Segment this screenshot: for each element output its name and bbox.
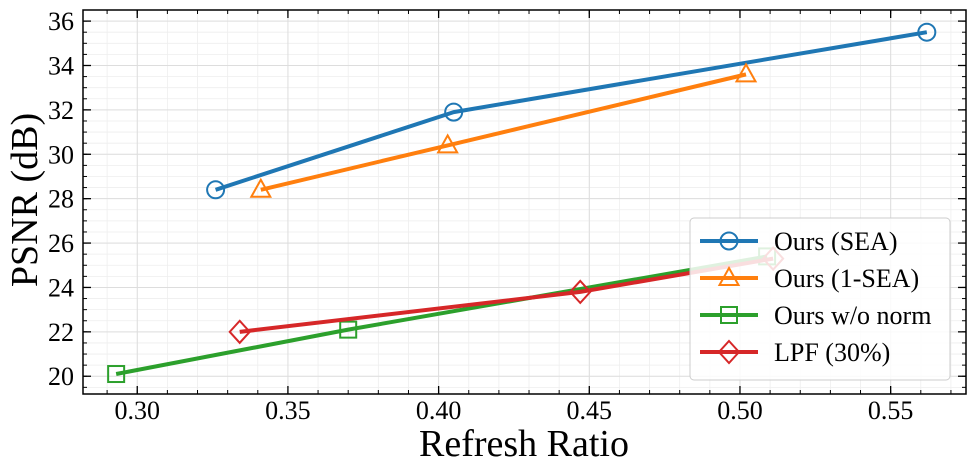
legend-label: Ours (1-SEA) xyxy=(774,264,919,293)
series-line xyxy=(214,30,928,192)
data-point-circle xyxy=(917,22,937,42)
series-line xyxy=(115,254,768,376)
y-tick-label: 20 xyxy=(48,362,74,391)
legend-swatch-marker xyxy=(717,265,741,286)
data-point-diamond xyxy=(228,319,252,345)
data-point-square xyxy=(339,320,358,339)
legend-entry: LPF (30%) xyxy=(700,338,890,367)
y-tick-label: 36 xyxy=(48,7,74,36)
data-point-triangle xyxy=(734,62,758,83)
legend-label: Ours (SEA) xyxy=(774,227,898,256)
x-tick-label: 0.35 xyxy=(265,396,311,425)
data-point-circle xyxy=(206,180,226,200)
series-0 xyxy=(206,22,937,200)
y-tick-label: 34 xyxy=(48,51,74,80)
data-point-circle xyxy=(444,102,464,122)
data-point-square xyxy=(107,365,126,384)
legend: Ours (SEA) Ours (1-SEA) Ours w/o norm LPF (… xyxy=(689,217,951,381)
series-line xyxy=(260,72,747,192)
series-1 xyxy=(249,62,758,198)
y-axis-label: PSNR (dB) xyxy=(4,113,46,287)
series-2 xyxy=(107,247,777,384)
y-tick-label: 24 xyxy=(48,273,74,302)
y-tick-label: 28 xyxy=(48,185,74,214)
x-tick-label: 0.30 xyxy=(114,396,160,425)
legend-label: LPF (30%) xyxy=(774,338,890,367)
y-tick-label: 32 xyxy=(48,96,74,125)
x-tick-label: 0.55 xyxy=(868,396,914,425)
plot-frame xyxy=(82,9,967,395)
y-tick-label: 26 xyxy=(48,229,74,258)
legend-label: Ours w/o norm xyxy=(774,301,931,330)
data-point-triangle xyxy=(249,177,273,198)
y-tick-labels: 20 22 24 26 28 30 32 34 36 xyxy=(48,7,74,391)
series-layer xyxy=(107,22,937,384)
x-tick-label: 0.50 xyxy=(717,396,763,425)
x-axis-label: Refresh Ratio xyxy=(419,423,629,465)
legend-swatch-marker xyxy=(720,306,738,324)
legend-entry: Ours w/o norm xyxy=(700,301,931,330)
legend-box xyxy=(689,217,951,381)
x-tick-label: 0.40 xyxy=(416,396,462,425)
x-tick-label: 0.45 xyxy=(567,396,613,425)
y-tick-label: 30 xyxy=(48,140,74,169)
axis-ticks xyxy=(83,9,966,394)
legend-entry: Ours (1-SEA) xyxy=(700,264,919,293)
data-point-diamond xyxy=(568,279,592,305)
legend-swatch-marker xyxy=(719,231,739,251)
legend-swatch-marker xyxy=(717,339,741,365)
data-point-triangle xyxy=(436,133,459,154)
y-tick-label: 22 xyxy=(48,318,74,347)
legend-entry: Ours (SEA) xyxy=(700,227,898,256)
x-tick-labels: 0.30 0.35 0.40 0.45 0.50 0.55 xyxy=(114,396,913,425)
